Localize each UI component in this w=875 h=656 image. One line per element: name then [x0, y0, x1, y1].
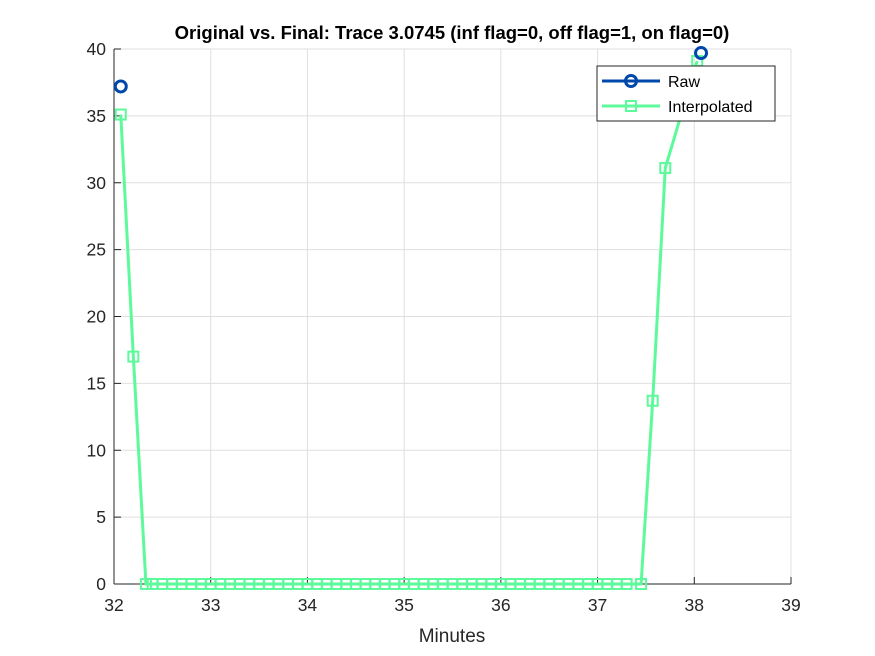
x-tick-label: 34: [298, 595, 318, 615]
y-tick-label: 40: [87, 39, 107, 59]
interpolated-point: [635, 578, 648, 590]
x-tick-label: 39: [781, 595, 800, 615]
interpolated-point: [646, 394, 659, 407]
y-tick-label: 20: [87, 307, 107, 327]
y-tick-label: 30: [87, 173, 107, 193]
y-tick-label: 5: [96, 507, 106, 527]
legend-interpolated-marker: [625, 100, 637, 112]
y-tick-label: 15: [87, 373, 106, 393]
legend: Raw Interpolated: [596, 65, 776, 122]
interpolated-point: [139, 578, 152, 590]
y-tick-label: 25: [87, 240, 106, 260]
interpolated-series-line: [119, 60, 699, 586]
x-tick-label: 36: [491, 595, 510, 615]
y-tick-label: 0: [96, 574, 106, 594]
x-tick-label: 37: [588, 595, 607, 615]
series-layer: [113, 46, 709, 590]
x-axis-label: Minutes: [419, 626, 486, 647]
x-tick-label: 35: [394, 595, 413, 615]
x-tick-label: 38: [685, 595, 704, 615]
x-tick-label: 32: [104, 595, 123, 615]
interpolated-point: [659, 162, 672, 175]
interpolated-point: [620, 578, 633, 590]
raw-point: [694, 46, 709, 61]
interpolated-point: [114, 108, 127, 121]
interpolated-point: [127, 350, 140, 363]
chart-title: Original vs. Final: Trace 3.0745 (inf fl…: [175, 22, 730, 43]
y-tick-label: 10: [87, 440, 107, 460]
legend-raw-label: Raw: [668, 74, 700, 91]
legend-interpolated-label: Interpolated: [668, 99, 753, 116]
legend-raw-marker: [624, 74, 638, 88]
x-tick-label: 33: [201, 595, 220, 615]
raw-point: [113, 79, 128, 94]
y-tick-label: 35: [87, 106, 106, 126]
